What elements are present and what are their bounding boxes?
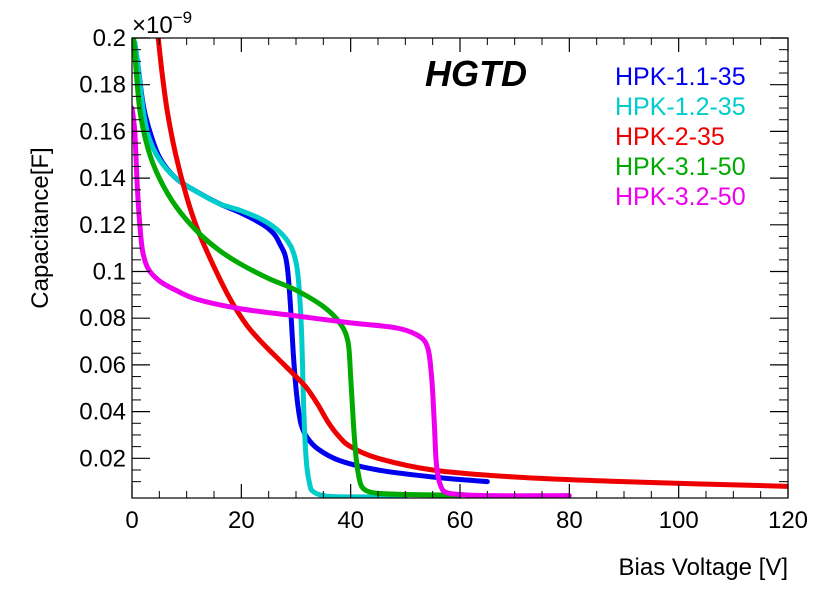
legend-entry: HPK-3.2-50 [615,183,746,211]
series-line-hpk-1-2-35 [132,40,408,498]
y-tick-label: 0.08 [79,305,126,332]
y-tick-label: 0.02 [79,445,126,472]
y-tick-label: 0.12 [79,212,126,239]
y-tick-label: 0.16 [79,118,126,145]
series-line-hpk-3-2-50 [132,105,572,498]
chart-title: HGTD [425,53,527,94]
y-tick-label: 0.18 [79,72,126,99]
series-line-hpk-3-1-50 [132,38,463,498]
x-tick-label: 100 [659,507,699,534]
y-axis-label: Capacitance[F] [27,147,54,308]
x-axis-label: Bias Voltage [V] [619,554,788,581]
y-tick-label: 0.06 [79,352,126,379]
legend-entry: HPK-2-35 [615,123,725,151]
x-tick-label: 60 [447,507,474,534]
y-tick-label: 0.04 [79,399,126,426]
legend-entry: HPK-1.2-35 [615,93,746,121]
x-tick-label: 80 [556,507,583,534]
legend-entry: HPK-1.1-35 [615,63,746,91]
x-tick-label: 20 [228,507,255,534]
axes-layer: 0 20 40 60 80 100 120 0.02 0.04 0.06 0.08 0.1 0.12 0.… [79,25,808,534]
series-layer [132,38,788,498]
y-tick-label: 0.2 [93,25,126,52]
y-multiplier: ×10−9 [132,8,192,39]
x-tick-label: 120 [768,507,808,534]
x-tick-label: 0 [125,507,138,534]
legend-entry: HPK-3.1-50 [615,153,746,181]
y-tick-label: 0.14 [79,165,126,192]
labels-layer: HGTD ×10−9 Capacitance[F] Bias Voltage [… [27,8,788,581]
y-multiplier-exponent: −9 [173,8,192,27]
legend: HPK-1.1-35HPK-1.2-35HPK-2-35HPK-3.1-50HP… [615,63,746,211]
x-tick-label: 40 [337,507,364,534]
y-multiplier-base: ×10 [132,12,173,39]
series-line-hpk-2-35 [155,38,788,489]
y-tick-label: 0.1 [93,259,126,286]
